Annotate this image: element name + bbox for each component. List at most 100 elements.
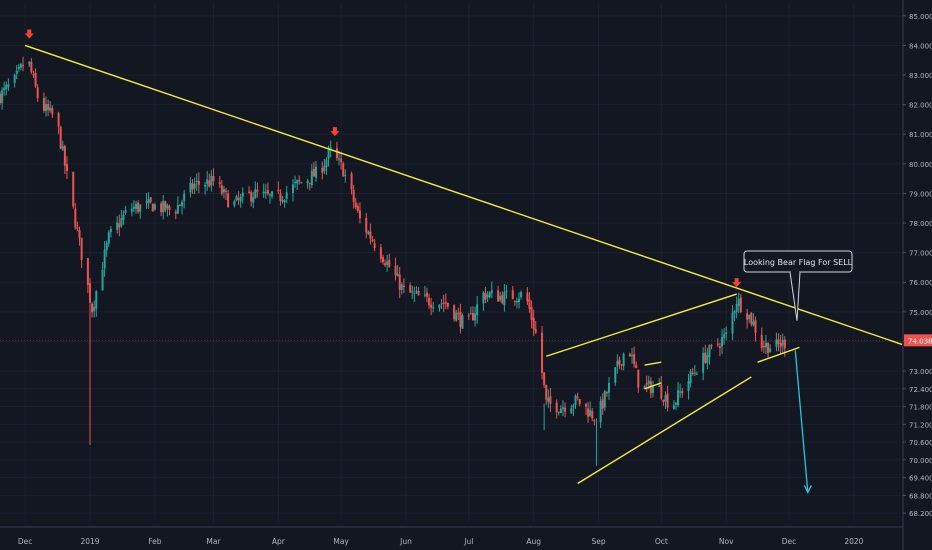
time-axis[interactable]: Dec 2019 Feb Mar Apr May Jun Jul Aug Sep Oct Nov Dec… — [0, 526, 903, 546]
candle-body — [51, 108, 54, 115]
price-axis-panel — [903, 0, 932, 550]
candle-body — [608, 383, 611, 393]
candle-body — [178, 204, 181, 206]
candle-body — [325, 159, 328, 167]
candle-body — [65, 164, 68, 171]
candle-body — [718, 346, 721, 348]
peak-markers — [24, 29, 742, 288]
candle-body — [645, 383, 648, 385]
candle-body — [30, 61, 33, 73]
x-tick-label: Aug — [526, 537, 541, 546]
candle-body — [218, 182, 221, 184]
candle-body — [409, 285, 412, 293]
candle-body — [15, 70, 18, 74]
candle-body — [474, 313, 477, 321]
candle-body — [381, 257, 384, 263]
candle-body — [781, 339, 784, 346]
candle-body — [335, 148, 338, 159]
candle-body — [402, 285, 405, 288]
candle-body — [388, 259, 391, 267]
candle-body — [59, 126, 62, 149]
candle-body — [467, 315, 470, 317]
candle-body — [706, 354, 709, 364]
callout-pointer — [789, 271, 801, 321]
candle-body — [220, 185, 223, 194]
candle-body — [352, 190, 355, 202]
candle-body — [365, 217, 368, 233]
candle-body — [344, 174, 347, 176]
candle-body — [603, 391, 606, 408]
candle-body — [651, 386, 654, 393]
candle-body — [616, 360, 619, 367]
candle-body — [105, 242, 108, 251]
candle-body — [312, 168, 315, 177]
candle-body — [515, 300, 518, 303]
candle-body — [547, 397, 550, 402]
candle-body — [658, 385, 661, 388]
candle-body — [777, 339, 780, 345]
peak-marker-arrow-icon — [24, 29, 34, 39]
candle-body — [74, 208, 77, 228]
candle-body — [561, 407, 564, 409]
candle-body — [241, 192, 244, 197]
candle-body — [695, 373, 698, 375]
x-tick-label: Dec — [18, 537, 33, 546]
candle-body — [49, 107, 52, 111]
candle-body — [88, 283, 91, 303]
x-tick-label: 2019 — [80, 537, 99, 546]
candle-body — [78, 229, 81, 238]
peak-marker-arrow-icon — [732, 278, 742, 288]
candle-body — [614, 367, 617, 383]
candle-body — [564, 407, 567, 412]
main-trendline — [24, 44, 903, 346]
candle-body — [469, 313, 472, 315]
candle-body — [264, 191, 267, 193]
candle-body — [574, 395, 577, 406]
candle-body — [545, 384, 548, 400]
candle-body — [329, 147, 332, 149]
candle-body — [633, 354, 636, 365]
candle-body — [396, 273, 399, 277]
candle-body — [417, 291, 420, 296]
candle-body — [461, 315, 464, 329]
candle-body — [116, 222, 119, 230]
candle-body — [591, 411, 594, 419]
candle-body — [283, 200, 286, 203]
candle-body — [7, 84, 10, 87]
candle-body — [557, 412, 560, 414]
y-tick-label: 69.400 — [909, 475, 932, 483]
x-tick-label: Jun — [399, 537, 412, 546]
x-tick-label: May — [333, 537, 349, 546]
candle-body — [750, 312, 753, 325]
candle-body — [746, 313, 749, 320]
candle-body — [589, 409, 592, 417]
y-tick-label: 72.400 — [909, 386, 932, 394]
candle-body — [453, 305, 456, 320]
candle-body — [166, 204, 169, 209]
candle-body — [174, 211, 177, 214]
candle-body — [674, 402, 677, 405]
candle-body — [432, 307, 435, 309]
candle-body — [235, 196, 238, 201]
candle-body — [120, 218, 123, 226]
candle-body — [153, 204, 156, 210]
x-tick-label: Apr — [272, 537, 286, 546]
candle-body — [532, 317, 535, 330]
candle-body — [428, 297, 431, 306]
candle-body — [620, 364, 623, 366]
candle-body — [486, 295, 489, 298]
candle-body — [204, 185, 207, 187]
candle-body — [693, 372, 696, 374]
candle-body — [107, 232, 110, 244]
candle-body — [95, 291, 98, 309]
candle-body — [122, 214, 125, 220]
candle-body — [124, 210, 127, 213]
candle-body — [168, 206, 171, 210]
candle-body — [22, 65, 25, 67]
y-tick-label: 70.000 — [909, 457, 932, 465]
candle-body — [222, 188, 225, 193]
candle-body — [132, 206, 135, 209]
price-axis[interactable]: 85.000 84.000 83.000 82.000 81.000 80.000 79.0… — [902, 0, 932, 550]
candle-body — [584, 403, 587, 407]
